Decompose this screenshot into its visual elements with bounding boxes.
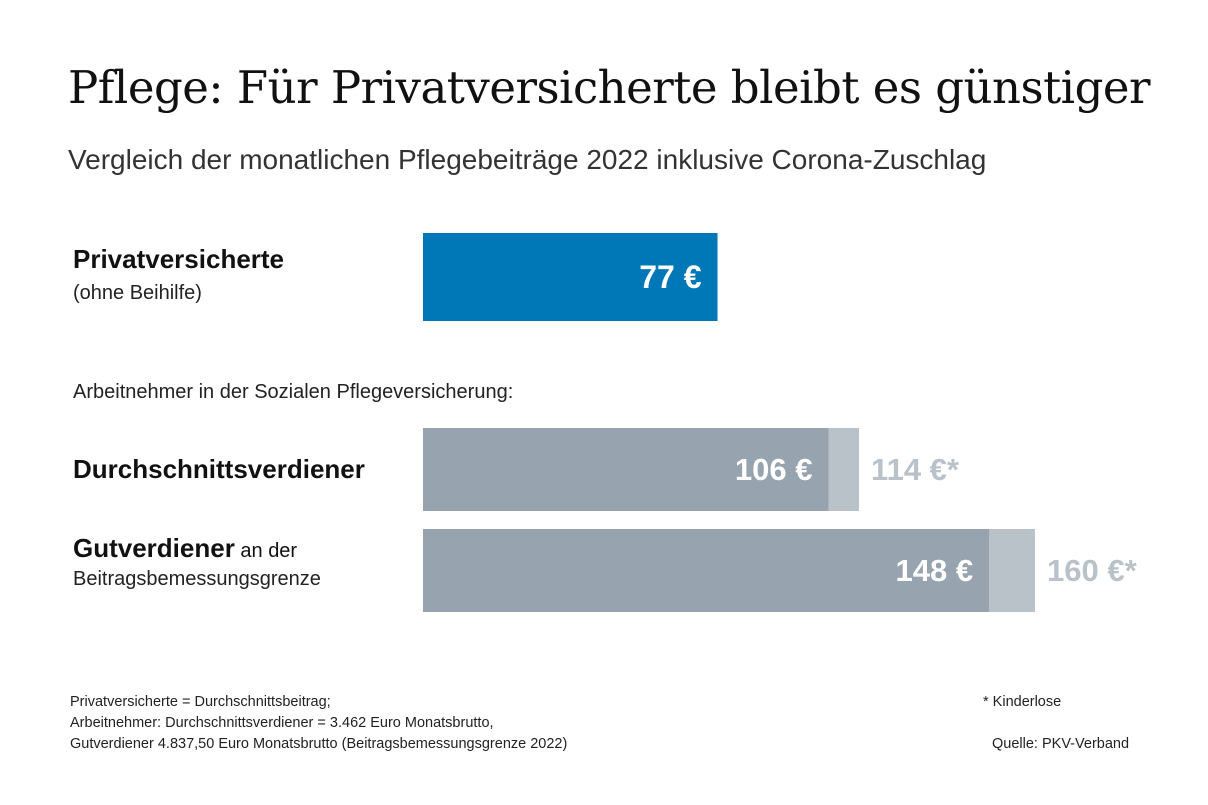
footnote-line-3: Gutverdiener 4.837,50 Euro Monatsbrutto …: [70, 736, 568, 752]
bar-2: [423, 529, 990, 612]
bar-extra-label-2: 160 €*: [1047, 553, 1138, 588]
bar-extra-label-1: 114 €*: [871, 452, 960, 487]
category-sublabel-privatversicherte: (ohne Beihilfe): [73, 282, 202, 304]
section-label: Arbeitnehmer in der Sozialen Pflegeversi…: [73, 381, 514, 403]
footnote: Privatversicherte = Durchschnittsbeitrag…: [70, 692, 567, 755]
footnote-line-1: Privatversicherte = Durchschnittsbeitrag…: [70, 694, 331, 710]
bar-0: [423, 233, 718, 321]
category-label-privatversicherte: Privatversicherte: [73, 244, 285, 274]
bar-1: [423, 428, 829, 511]
footnote-line-2: Arbeitnehmer: Durchschnittsverdiener = 3…: [70, 715, 494, 731]
category-label-gutverdiener-main: Gutverdiener: [73, 533, 235, 563]
chart-subtitle: Vergleich der monatlichen Pflegebeiträge…: [68, 144, 987, 175]
asterisk-note: * Kinderlose: [983, 694, 1062, 710]
bar-label-2: 148 €: [896, 553, 974, 588]
category-label-gutverdiener: Gutverdiener an der: [73, 532, 297, 567]
source-note: Quelle: PKV-Verband: [992, 736, 1130, 752]
bar-label-0: 77 €: [639, 259, 701, 295]
category-label-gutverdiener-suffix: an der: [234, 540, 298, 562]
category-label-durchschnittsverdiener: Durchschnittsverdiener: [73, 454, 365, 484]
category-sublabel-gutverdiener: Beitragsbemessungsgrenze: [73, 568, 321, 590]
bar-label-1: 106 €: [735, 452, 813, 487]
chart-title: Pflege: Für Privatversicherte bleibt es …: [68, 61, 1151, 114]
